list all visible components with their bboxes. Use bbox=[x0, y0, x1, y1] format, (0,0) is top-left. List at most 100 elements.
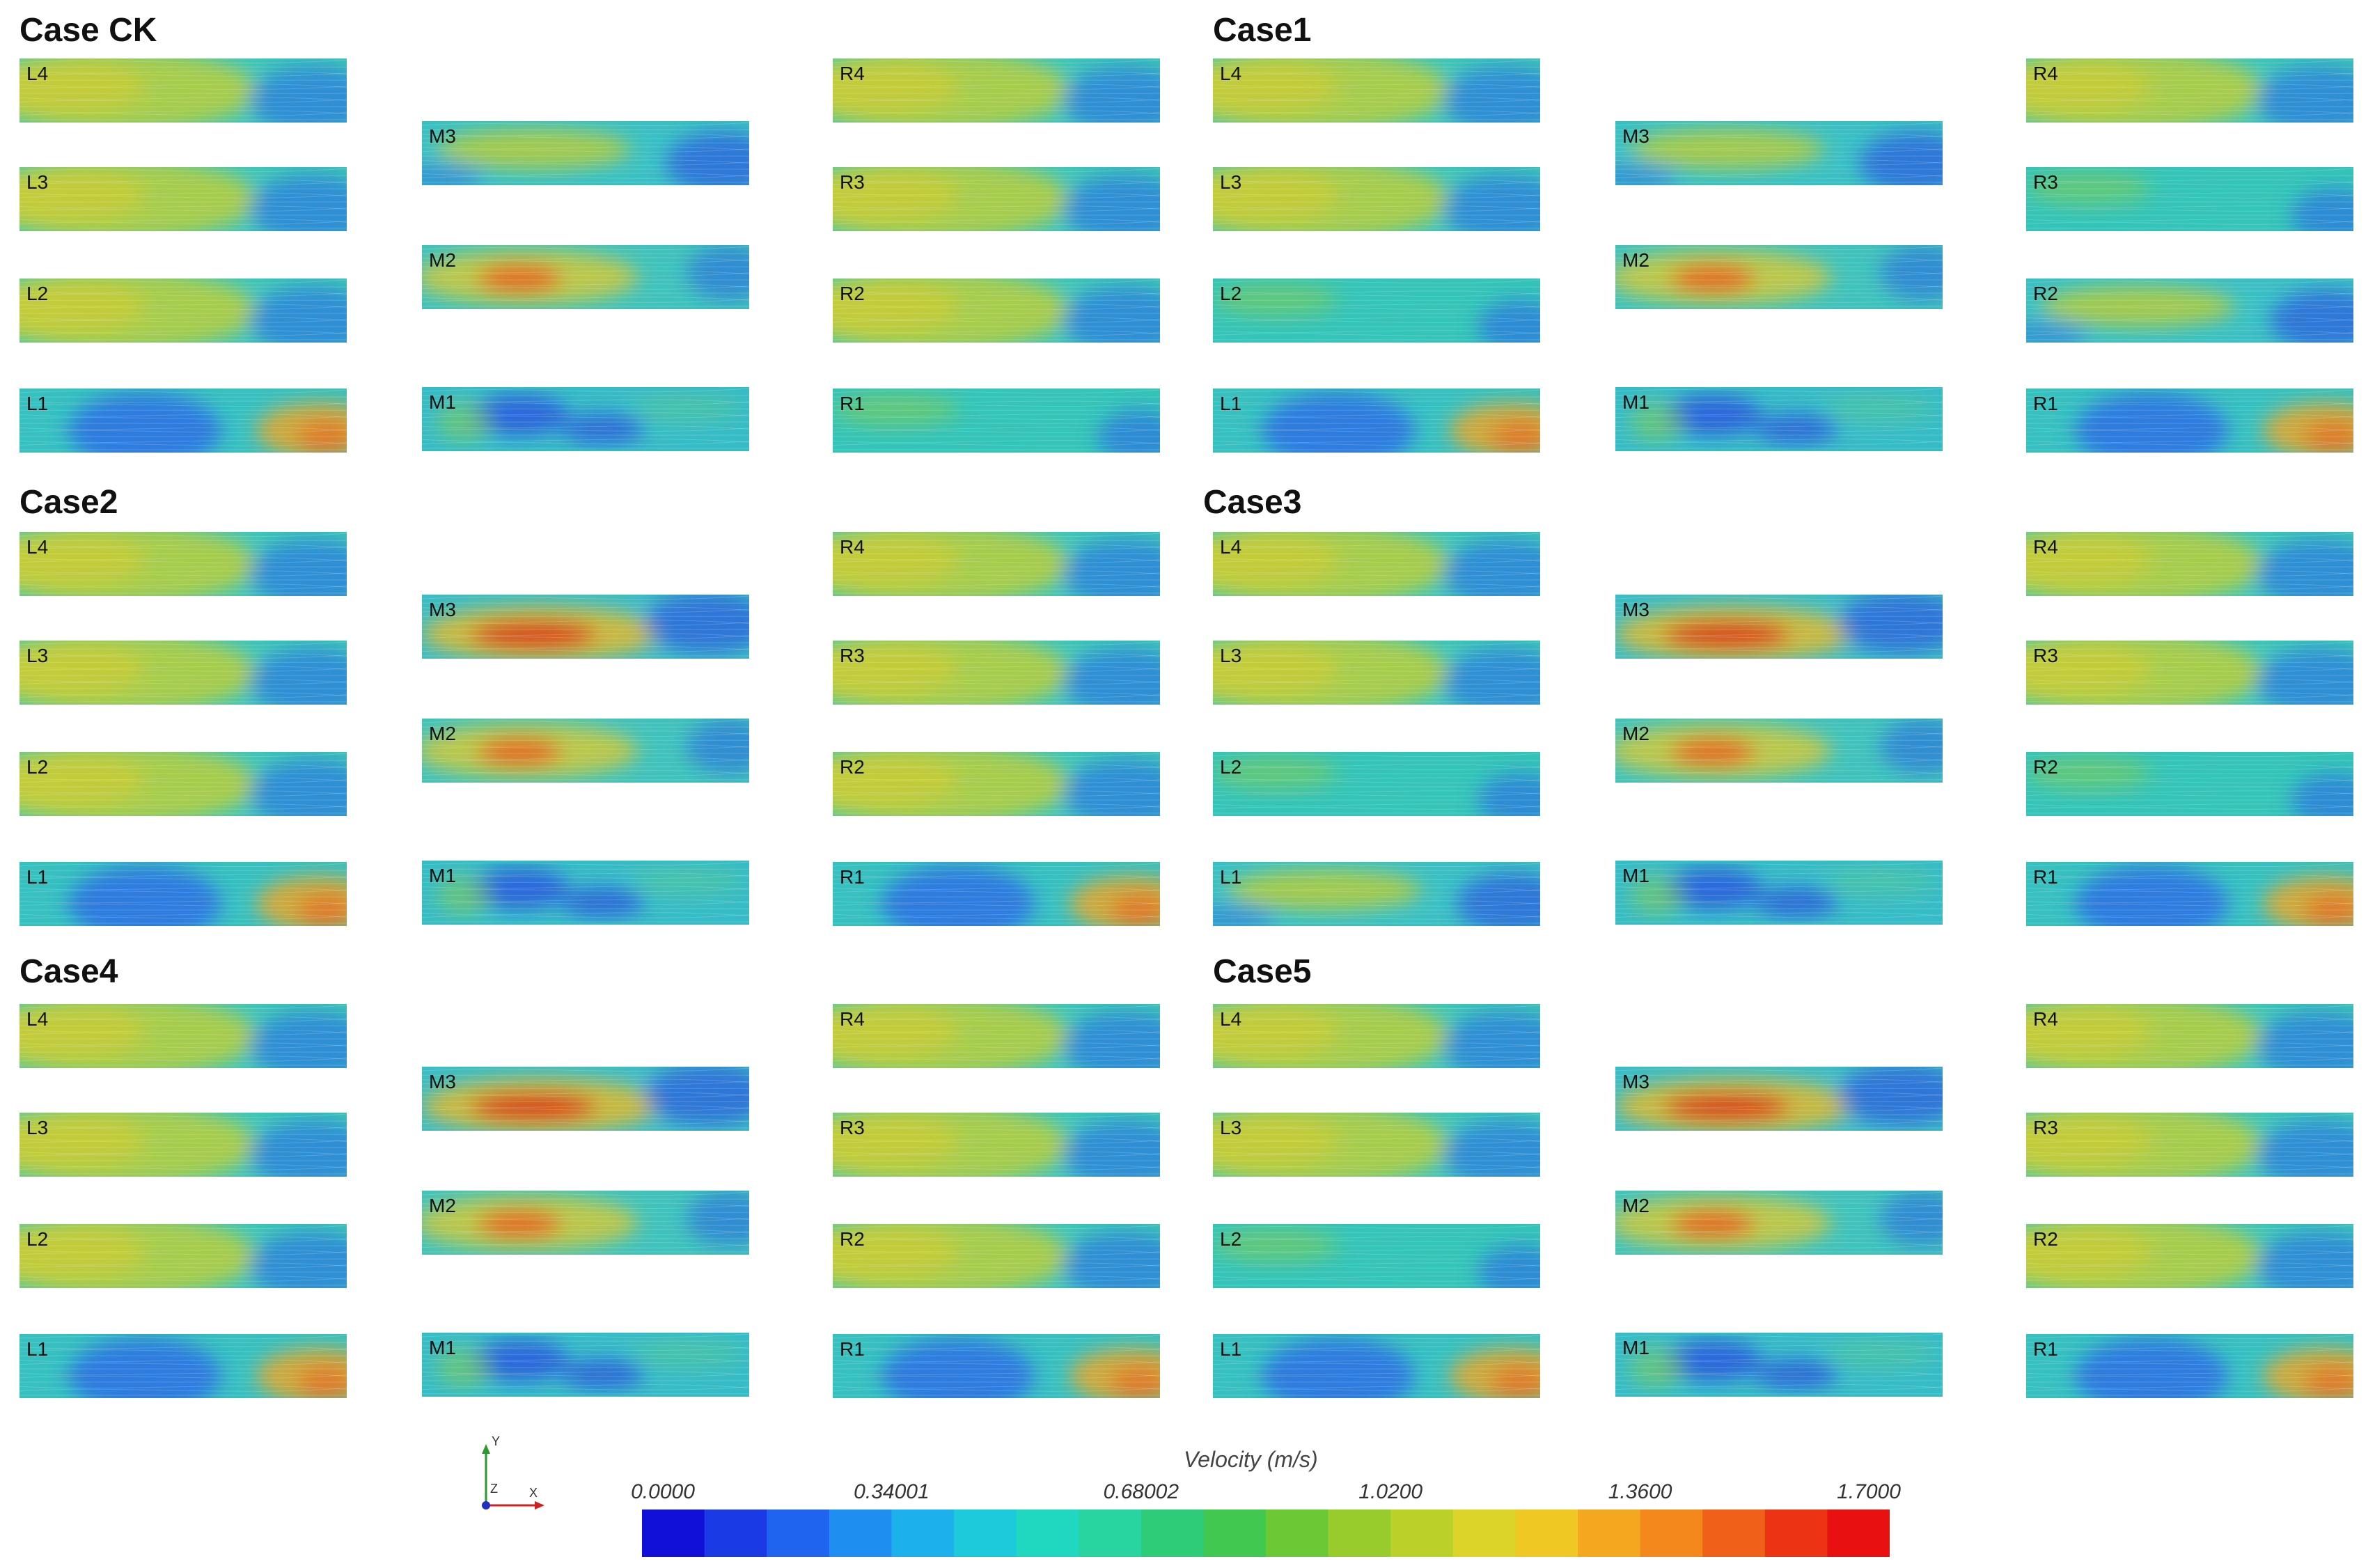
panel-label: L1 bbox=[26, 393, 49, 414]
velocity-field-plot bbox=[1213, 389, 1540, 453]
velocity-field-plot bbox=[2026, 1334, 2353, 1398]
colorbar-segment bbox=[1702, 1510, 1766, 1557]
velocity-field-plot bbox=[2026, 532, 2353, 596]
velocity-field-plot bbox=[19, 279, 347, 343]
velocity-contour-panel: M1 bbox=[422, 387, 749, 451]
velocity-contour-panel: M1 bbox=[422, 861, 749, 925]
velocity-field-plot bbox=[833, 1334, 1160, 1398]
panel-label: M1 bbox=[429, 1337, 456, 1358]
panel-label: M1 bbox=[429, 865, 456, 886]
velocity-contour-panel: L4 bbox=[19, 1004, 347, 1068]
velocity-contour-panel: M2 bbox=[422, 245, 749, 309]
velocity-contour-panel: L3 bbox=[1213, 167, 1540, 231]
velocity-field-plot bbox=[1615, 387, 1943, 451]
axis-triad-icon: Y Z X bbox=[482, 1436, 544, 1510]
velocity-field-plot bbox=[1213, 1113, 1540, 1177]
colorbar-segment bbox=[1515, 1510, 1578, 1557]
velocity-contour-panel: R4 bbox=[2026, 532, 2353, 596]
velocity-contour-panel: M3 bbox=[1615, 121, 1943, 185]
panel-label: R3 bbox=[840, 645, 865, 666]
panel-label: L1 bbox=[1220, 1338, 1242, 1360]
panel-label: M2 bbox=[1622, 1195, 1649, 1216]
panel-label: R3 bbox=[840, 1117, 865, 1138]
panel-label: M3 bbox=[429, 599, 456, 620]
velocity-contour-panel: R2 bbox=[833, 279, 1160, 343]
panel-label: M2 bbox=[429, 249, 456, 271]
velocity-contour-panel: R1 bbox=[2026, 862, 2353, 926]
velocity-contour-panel: M1 bbox=[422, 1333, 749, 1397]
velocity-field-plot bbox=[1615, 1333, 1943, 1397]
velocity-contour-panel: L2 bbox=[19, 279, 347, 343]
panel-label: M3 bbox=[1622, 1071, 1649, 1092]
colorbar-segment bbox=[1203, 1510, 1267, 1557]
velocity-field-plot bbox=[833, 862, 1160, 926]
panel-label: L1 bbox=[1220, 393, 1242, 414]
velocity-field-plot bbox=[833, 641, 1160, 705]
velocity-field-plot bbox=[2026, 641, 2353, 705]
panel-label: M2 bbox=[429, 723, 456, 744]
velocity-field-plot bbox=[422, 387, 749, 451]
panel-label: L3 bbox=[1220, 1117, 1242, 1138]
case-title: Case CK bbox=[19, 12, 157, 49]
panel-label: R1 bbox=[840, 393, 865, 414]
panel-label: M1 bbox=[429, 391, 456, 413]
velocity-field-plot bbox=[422, 861, 749, 925]
velocity-contour-panel: R3 bbox=[833, 1113, 1160, 1177]
velocity-field-plot bbox=[2026, 389, 2353, 453]
panel-label: R2 bbox=[2033, 283, 2058, 304]
panel-label: R2 bbox=[840, 283, 865, 304]
velocity-contour-panel: M2 bbox=[422, 719, 749, 783]
velocity-field-plot bbox=[422, 1067, 749, 1131]
velocity-contour-panel: M3 bbox=[1615, 1067, 1943, 1131]
velocity-field-plot bbox=[1615, 245, 1943, 309]
velocity-field-plot bbox=[1615, 595, 1943, 659]
velocity-field-plot bbox=[2026, 58, 2353, 123]
colorbar-segment bbox=[642, 1510, 705, 1557]
panel-label: L1 bbox=[26, 866, 49, 888]
colorbar-segment bbox=[1141, 1510, 1204, 1557]
velocity-field-plot bbox=[1213, 641, 1540, 705]
colorbar-title: Velocity (m/s) bbox=[1184, 1447, 1318, 1472]
colorbar-segment bbox=[704, 1510, 767, 1557]
velocity-field-plot bbox=[1213, 862, 1540, 926]
velocity-field-plot bbox=[1615, 1067, 1943, 1131]
velocity-contour-panel: M1 bbox=[1615, 387, 1943, 451]
case-title: Case3 bbox=[1203, 484, 1302, 521]
velocity-contour-panel: L2 bbox=[1213, 279, 1540, 343]
panel-label: L3 bbox=[26, 171, 49, 193]
panel-label: M3 bbox=[1622, 599, 1649, 620]
panel-label: L4 bbox=[26, 536, 49, 558]
velocity-contour-panel: L3 bbox=[1213, 641, 1540, 705]
panel-label: M3 bbox=[1622, 125, 1649, 147]
velocity-contour-panel: L2 bbox=[1213, 1224, 1540, 1288]
velocity-field-plot bbox=[19, 532, 347, 596]
velocity-contour-panel: R4 bbox=[833, 58, 1160, 123]
velocity-contour-panel: L2 bbox=[19, 752, 347, 816]
velocity-contour-panel: R2 bbox=[833, 1224, 1160, 1288]
velocity-contour-panel: L4 bbox=[1213, 532, 1540, 596]
panel-label: R2 bbox=[840, 756, 865, 778]
velocity-contour-panel: R1 bbox=[2026, 1334, 2353, 1398]
velocity-contour-panel: R3 bbox=[833, 641, 1160, 705]
panel-label: R1 bbox=[2033, 393, 2058, 414]
panel-label: R4 bbox=[2033, 63, 2058, 84]
panel-label: L3 bbox=[26, 645, 49, 666]
colorbar-tick-label: 0.68002 bbox=[1103, 1480, 1179, 1503]
velocity-contour-panel: M2 bbox=[1615, 1191, 1943, 1255]
panel-label: L3 bbox=[1220, 645, 1242, 666]
colorbar-tick-label: 0.34001 bbox=[854, 1480, 930, 1503]
panel-label: M3 bbox=[429, 125, 456, 147]
velocity-field-plot bbox=[833, 1113, 1160, 1177]
colorbar-segment bbox=[954, 1510, 1017, 1557]
panel-label: R4 bbox=[840, 63, 865, 84]
panel-label: R2 bbox=[840, 1228, 865, 1250]
velocity-field-plot bbox=[1213, 1224, 1540, 1288]
velocity-contour-panel: M1 bbox=[1615, 861, 1943, 925]
velocity-contour-panel: L3 bbox=[19, 167, 347, 231]
velocity-contour-panel: R4 bbox=[833, 1004, 1160, 1068]
colorbar-segment bbox=[829, 1510, 892, 1557]
colorbar-segment bbox=[1328, 1510, 1391, 1557]
velocity-field-plot bbox=[1213, 58, 1540, 123]
velocity-field-plot bbox=[833, 1224, 1160, 1288]
panel-label: R1 bbox=[2033, 1338, 2058, 1360]
